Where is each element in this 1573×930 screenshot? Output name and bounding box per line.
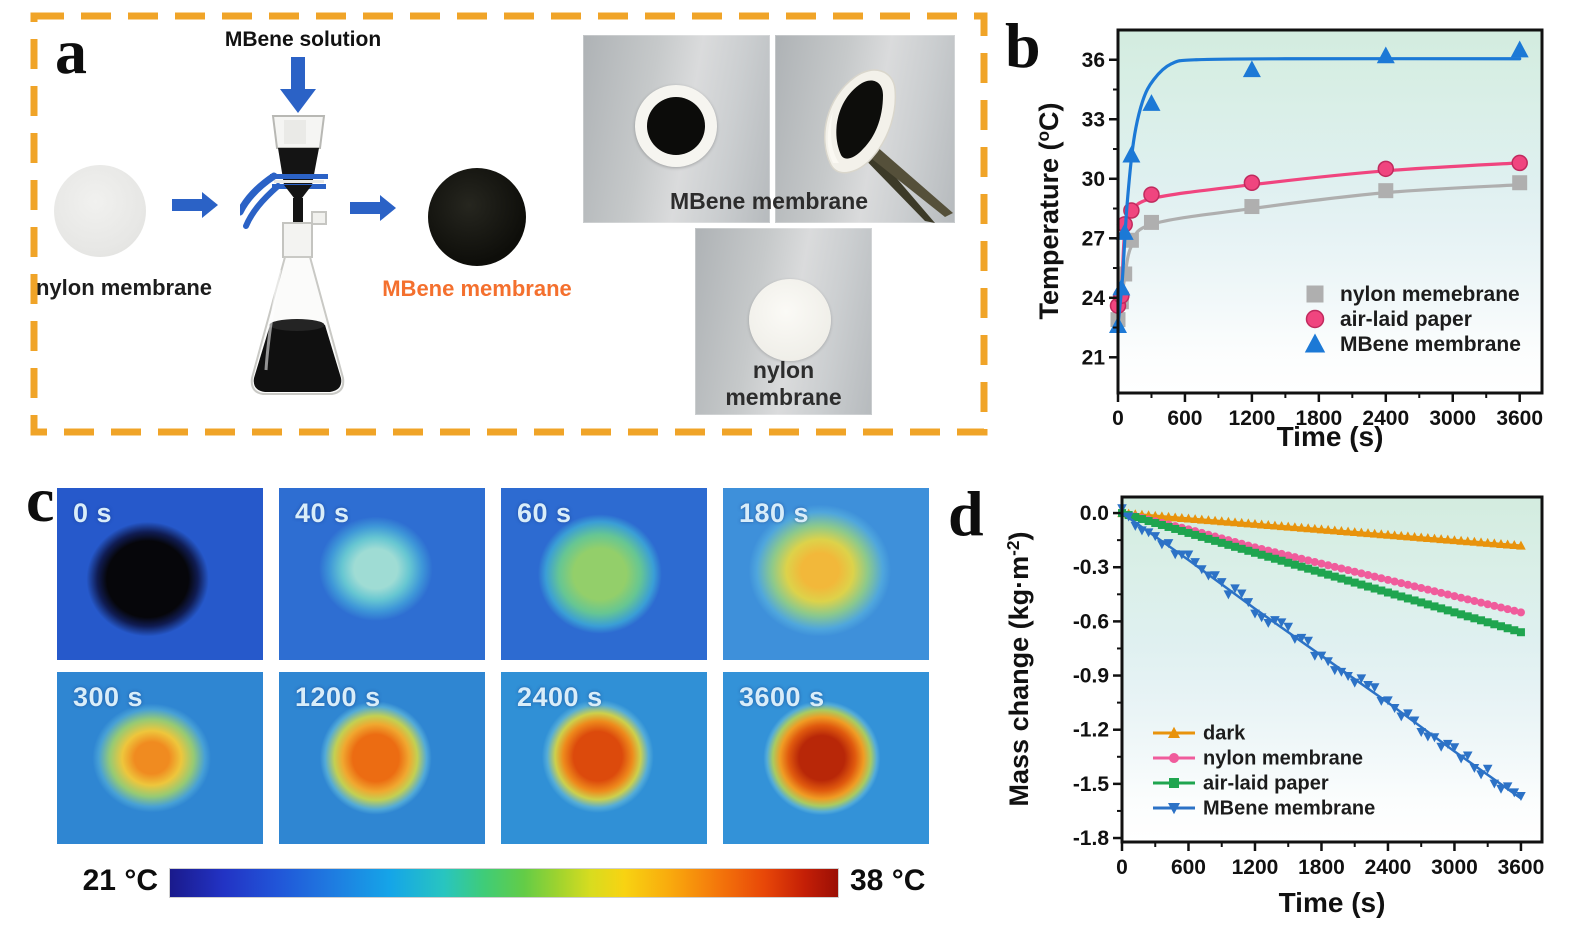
svg-text:0.0: 0.0 <box>1080 502 1109 525</box>
frame-time-label: 300 s <box>73 682 144 712</box>
flow-arrow-2-icon <box>350 195 396 221</box>
filtration-apparatus-illustration <box>240 115 345 395</box>
panel-b-letter: b <box>1005 10 1041 81</box>
svg-text:MBene membrane: MBene membrane <box>1340 333 1521 356</box>
arrow-head <box>202 192 218 218</box>
dashed-border-rect <box>30 12 988 436</box>
panel-a-letter: a <box>55 16 87 87</box>
svg-text:1800: 1800 <box>1298 856 1345 879</box>
thermal-frame-40s: 40 s <box>279 488 485 660</box>
colorbar-max-label: 38 °C <box>850 864 926 897</box>
svg-text:600: 600 <box>1167 407 1202 430</box>
svg-text:air-laid paper: air-laid paper <box>1203 773 1329 795</box>
svg-text:Time (s): Time (s) <box>1277 421 1384 452</box>
svg-text:33: 33 <box>1082 108 1105 131</box>
nylon-white-disc <box>749 279 831 361</box>
thermal-frame-1200s: 1200 s <box>279 672 485 844</box>
thermal-frame-60s: 60 s <box>501 488 707 660</box>
thermal-frame-0s: 0 s <box>57 488 263 660</box>
arrow-head <box>380 195 396 221</box>
tweezers-illustration <box>824 69 953 223</box>
svg-text:2400: 2400 <box>1362 407 1409 430</box>
frame-time-label: 1200 s <box>295 682 381 712</box>
frame-time-label: 180 s <box>739 498 810 528</box>
thermal-frame-3600s: 3600 s <box>723 672 929 844</box>
down-arrow-icon <box>280 57 316 113</box>
membrane-ring <box>635 85 717 167</box>
svg-text:3000: 3000 <box>1429 407 1476 430</box>
frame-time-label: 2400 s <box>517 682 603 712</box>
photo-caption-nylon: nylon membrane <box>725 357 842 410</box>
colorbar-min-label: 21 °C <box>82 864 158 897</box>
svg-text:1200: 1200 <box>1232 856 1279 879</box>
svg-text:Time (s): Time (s) <box>1279 887 1386 918</box>
photo-caption-mbene: MBene membrane <box>669 188 869 214</box>
svg-text:0: 0 <box>1116 856 1128 879</box>
svg-text:24: 24 <box>1082 287 1106 310</box>
svg-text:nylon membrane: nylon membrane <box>1203 748 1363 770</box>
photo-mbene-top-view <box>583 35 770 223</box>
arrow-stem <box>350 202 380 214</box>
svg-text:MBene membrane: MBene membrane <box>1203 798 1375 820</box>
svg-text:-1.5: -1.5 <box>1073 773 1110 796</box>
thermal-frame-300s: 300 s <box>57 672 263 844</box>
svg-text:27: 27 <box>1082 227 1105 250</box>
svg-text:600: 600 <box>1171 856 1206 879</box>
svg-text:air-laid paper: air-laid paper <box>1340 308 1472 331</box>
panel-a: a MBene solution nylon membrane <box>30 12 988 436</box>
svg-text:3600: 3600 <box>1498 856 1545 879</box>
nylon-membrane-disc <box>54 165 146 257</box>
svg-text:2400: 2400 <box>1365 856 1412 879</box>
svg-text:0: 0 <box>1112 407 1124 430</box>
photo-nylon-membrane: nylon membrane <box>695 228 872 415</box>
arrow-head <box>280 89 316 113</box>
thermal-frame-2400s: 2400 s <box>501 672 707 844</box>
mbene-solution-label: MBene solution <box>224 28 382 51</box>
svg-text:nylon memebrane: nylon memebrane <box>1340 283 1520 306</box>
svg-text:36: 36 <box>1082 49 1105 72</box>
svg-text:21: 21 <box>1082 346 1106 369</box>
mbene-black-disc <box>647 97 705 155</box>
frame-time-label: 60 s <box>517 498 572 528</box>
svg-text:1800: 1800 <box>1295 407 1342 430</box>
svg-text:30: 30 <box>1082 168 1105 191</box>
panel-c-letter: c <box>26 464 55 535</box>
svg-text:-1.8: -1.8 <box>1073 827 1110 850</box>
svg-text:-1.2: -1.2 <box>1073 719 1109 742</box>
thermal-frame-180s: 180 s <box>723 488 929 660</box>
frame-time-label: 0 s <box>73 498 113 528</box>
photo-mbene-tweezers <box>775 35 955 223</box>
svg-text:-0.3: -0.3 <box>1073 556 1109 579</box>
nylon-membrane-label: nylon membrane <box>35 275 213 300</box>
flow-arrow-1-icon <box>172 192 218 218</box>
svg-text:1200: 1200 <box>1229 407 1276 430</box>
chart-b-temperature-vs-time: 0 600 1200 1800 2400 3000 3600 21 24 27 30 33 36 Time… <box>1033 28 1544 452</box>
svg-text:3000: 3000 <box>1431 856 1478 879</box>
svg-text:3600: 3600 <box>1496 407 1543 430</box>
panel-a-dashed-border <box>30 12 988 436</box>
svg-text:Temperature (oC): Temperature (oC) <box>1033 102 1064 319</box>
frame-time-label: 40 s <box>295 498 350 528</box>
mbene-membrane-disc <box>428 168 526 266</box>
svg-text:Mass change (kg·m-2): Mass change (kg·m-2) <box>1003 532 1034 807</box>
frame-time-label: 3600 s <box>739 682 825 712</box>
arrow-stem <box>172 199 202 211</box>
svg-text:-0.9: -0.9 <box>1073 665 1109 688</box>
temperature-colorbar <box>170 869 838 897</box>
panel-d-letter: d <box>948 478 984 549</box>
mbene-membrane-label: MBene membrane <box>382 276 572 301</box>
arrow-stem <box>291 57 305 89</box>
svg-text:dark: dark <box>1203 723 1246 745</box>
chart-d-mass-change-vs-time: 0 600 1200 1800 2400 3000 3600 0.0 -0.3 -0.6 -0.9 -… <box>1003 495 1545 918</box>
svg-text:-0.6: -0.6 <box>1073 610 1109 633</box>
